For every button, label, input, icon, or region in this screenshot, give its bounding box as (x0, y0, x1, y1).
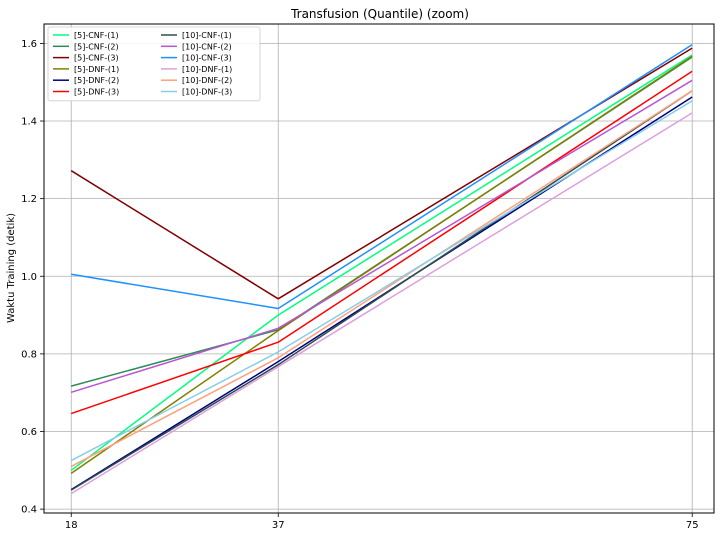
x-tick-label: 18 (65, 520, 78, 531)
legend-label: [5]-DNF-(1) (74, 65, 119, 74)
legend-label: [10]-CNF-(1) (182, 31, 232, 40)
legend-label: [5]-CNF-(3) (74, 54, 119, 63)
series-line-10-cnf-2 (70, 79, 693, 394)
series-line-10-cnf-1 (70, 90, 693, 491)
y-tick-label: 0.8 (21, 349, 37, 360)
y-tick-label: 1.6 (21, 39, 37, 50)
y-tick-label: 0.4 (21, 505, 37, 516)
chart-title: Transfusion (Quantile) (zoom) (290, 7, 469, 21)
x-tick-label: 75 (686, 520, 699, 531)
legend-label: [10]-CNF-(3) (182, 54, 232, 63)
x-tick-label: 37 (272, 520, 285, 531)
y-tick-label: 0.6 (21, 427, 37, 438)
series-line-5-cnf-2 (71, 56, 693, 387)
series-line-5-dnf-3 (70, 70, 693, 415)
axis-ticks: 0.4 0.6 0.8 1.0 1.2 1.4 1.6 18 37 75 (21, 39, 698, 531)
series-line-10-cnf-3 (71, 43, 693, 310)
legend-label: [5]-DNF-(2) (74, 76, 119, 85)
legend-label: [10]-DNF-(1) (182, 65, 232, 74)
series-line-5-dnf-1 (70, 55, 693, 475)
legend-box (47, 26, 261, 102)
legend-label: [5]-DNF-(3) (74, 88, 119, 97)
legend-label: [10]-DNF-(2) (182, 76, 232, 85)
legend-label: [5]-CNF-(2) (74, 42, 119, 51)
y-axis-label: Waktu Training (detik) (6, 213, 17, 323)
legend: [5]-CNF-(1) [5]-CNF-(2) [5]-CNF-(3) [5]-DNF… (47, 26, 261, 102)
series-line-10-dnf-2 (70, 90, 693, 468)
legend-label: [10]-DNF-(3) (182, 88, 232, 97)
y-tick-label: 1.4 (21, 117, 37, 128)
series-line-10-dnf-3 (70, 100, 693, 462)
plot-frame (43, 23, 715, 514)
series-line-5-dnf-2 (70, 96, 693, 491)
series-lines (70, 43, 693, 495)
y-tick-label: 1.0 (21, 272, 37, 283)
legend-label: [10]-CNF-(2) (182, 42, 232, 51)
series-line-10-dnf-1 (70, 112, 693, 495)
series-line-5-cnf-3 (70, 47, 693, 300)
y-tick-label: 1.2 (21, 194, 37, 205)
series-line-5-cnf-1 (70, 54, 693, 471)
legend-label: [5]-CNF-(1) (74, 31, 119, 40)
